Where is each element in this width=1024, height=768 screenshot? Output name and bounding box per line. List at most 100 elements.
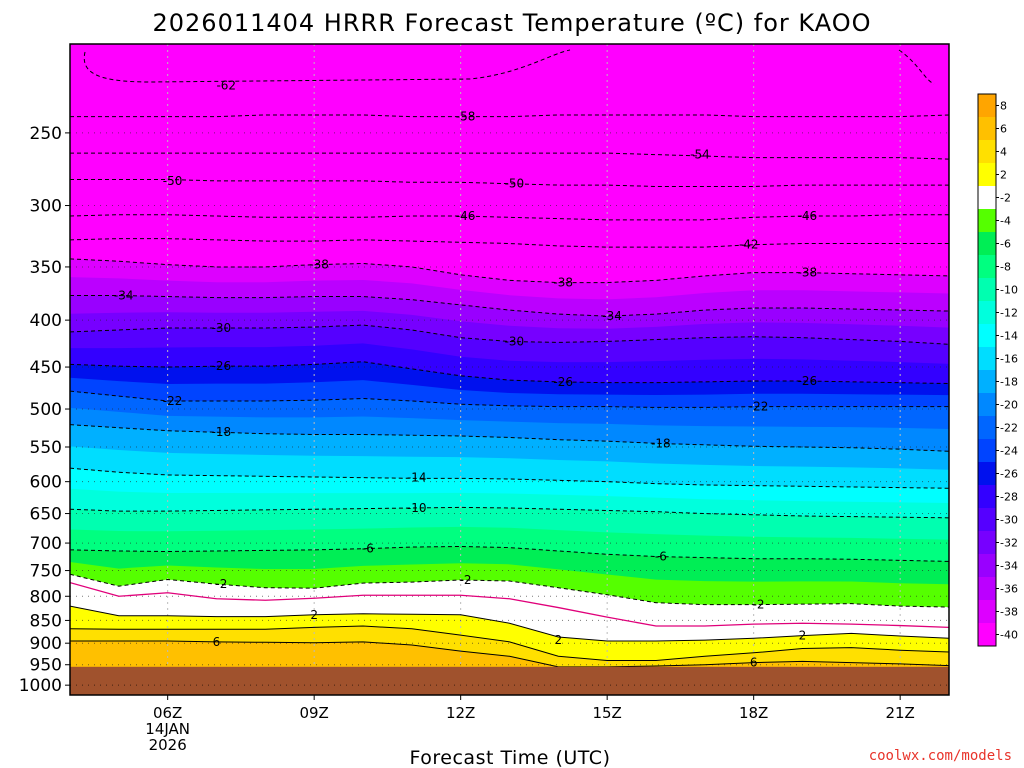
colorbar-swatch — [978, 278, 996, 302]
y-tick-label: 1000 — [19, 676, 62, 696]
chart-title: 2026011404 HRRR Forecast Temperature (ºC… — [152, 9, 871, 37]
x-tick-label: 06Z — [153, 704, 182, 722]
contour-label: -22 — [163, 394, 183, 408]
contour-label: -50 — [163, 174, 183, 188]
contour-label: -2 — [215, 577, 227, 591]
y-tick-label: 950 — [30, 656, 62, 676]
colorbar-swatch — [978, 416, 996, 440]
contour-label: -14 — [407, 471, 427, 485]
contour-line — [70, 640, 949, 668]
x-tick-label: 09Z — [299, 704, 328, 722]
contour-label: 6 — [750, 656, 758, 670]
y-tick-label: 650 — [30, 505, 62, 525]
colorbar-frame — [977, 93, 997, 647]
ground-fill — [70, 666, 949, 695]
colorbar-swatch — [978, 531, 996, 555]
contour-label: 6 — [213, 635, 221, 649]
contour-label: -54 — [690, 148, 710, 162]
contour-label: -10 — [407, 501, 427, 515]
colorbar-swatch — [978, 209, 996, 233]
y-tick-label: 600 — [30, 473, 62, 493]
contour-label: -26 — [212, 359, 232, 373]
contour-label: 2 — [555, 633, 563, 647]
contour-label: -26 — [553, 375, 573, 389]
contour-line — [70, 605, 949, 642]
colorbar-tick-label: 6 — [1000, 123, 1007, 136]
colorbar-tick-label: -26 — [1000, 468, 1018, 481]
contour-line — [70, 625, 949, 662]
contour-label: -46 — [456, 209, 476, 223]
y-tick-label: 450 — [30, 358, 62, 378]
y-tick-label: 300 — [30, 197, 62, 217]
contour-line — [70, 573, 949, 608]
contour-label: 2 — [310, 608, 318, 622]
colorbar-swatch — [978, 347, 996, 371]
colorbar-tick-label: -6 — [1000, 238, 1011, 251]
colorbar-swatch — [978, 324, 996, 348]
contour-label: -34 — [602, 309, 622, 323]
temperature-bands — [70, 44, 949, 695]
colorbar-tick-label: -16 — [1000, 353, 1018, 366]
colorbar: 8 6 4 2 -2 -4 -6 -8 -10 -12 -14 -16 -18 -20 -22 -24 -26 -… — [977, 93, 1018, 647]
contour-label: -42 — [739, 238, 759, 252]
colorbar-swatch — [978, 485, 996, 509]
colorbar-swatch — [978, 370, 996, 394]
colorbar-swatch — [978, 232, 996, 256]
colorbar-swatch — [978, 117, 996, 141]
colorbar-tick-label: -20 — [1000, 399, 1018, 412]
colorbar-swatch — [978, 439, 996, 463]
y-tick-label: 800 — [30, 587, 62, 607]
contour-label: -30 — [212, 321, 232, 335]
x-tick-label: 12Z — [446, 704, 475, 722]
colorbar-tick-label: -2 — [1000, 192, 1011, 205]
colorbar-tick-label: -8 — [1000, 261, 1011, 274]
contour-label: -26 — [798, 374, 818, 388]
colorbar-swatch — [978, 301, 996, 325]
colorbar-tick-label: -18 — [1000, 376, 1018, 389]
contour-label: -62 — [216, 79, 236, 93]
colorbar-tick-label: -4 — [1000, 215, 1011, 228]
colorbar-swatch — [978, 140, 996, 164]
y-tick-label: 850 — [30, 611, 62, 631]
colorbar-tick-label: -32 — [1000, 537, 1018, 550]
y-tick-label: 400 — [30, 311, 62, 331]
contour-label: -2 — [460, 573, 472, 587]
colorbar-swatch — [978, 393, 996, 417]
colorbar-swatch — [978, 462, 996, 486]
contour-label: -38 — [553, 276, 573, 290]
colorbar-swatch — [978, 508, 996, 532]
y-tick-label: 250 — [30, 124, 62, 144]
contour-label: -46 — [798, 209, 818, 223]
y-tick-label: 500 — [30, 400, 62, 420]
colorbar-tick-label: -30 — [1000, 514, 1018, 527]
colorbar-swatch — [978, 577, 996, 601]
plot-frame — [69, 43, 950, 696]
contour-label: -38 — [798, 266, 818, 280]
colorbar-tick-label: 4 — [1000, 146, 1007, 159]
contour-label: -6 — [655, 550, 667, 564]
colorbar-tick-label: -10 — [1000, 284, 1018, 297]
colorbar-tick-label: -24 — [1000, 445, 1018, 458]
contour-label: -50 — [505, 177, 525, 191]
contour-label: -58 — [456, 110, 476, 124]
contour-label: -34 — [114, 288, 134, 302]
contour-label: -22 — [749, 400, 769, 414]
x-tick-label: 15Z — [592, 704, 621, 722]
contour-line — [70, 581, 949, 629]
y-tick-label: 900 — [30, 634, 62, 654]
y-tick-label: 700 — [30, 534, 62, 554]
y-tick-label: 350 — [30, 258, 62, 278]
x-tick-label: 2026 — [149, 736, 187, 754]
x-tick-label: 14JAN — [145, 720, 190, 738]
colorbar-tick-label: -38 — [1000, 606, 1018, 619]
contour-label: 2 — [799, 629, 807, 643]
credit-link[interactable]: coolwx.com/models — [869, 748, 1012, 764]
contour-label: -2 — [753, 598, 765, 612]
colorbar-swatch — [978, 623, 996, 647]
colorbar-tick-label: -14 — [1000, 330, 1018, 343]
contour-lines — [70, 44, 949, 668]
x-tick-label: 18Z — [739, 704, 768, 722]
ground-layer — [70, 666, 949, 695]
